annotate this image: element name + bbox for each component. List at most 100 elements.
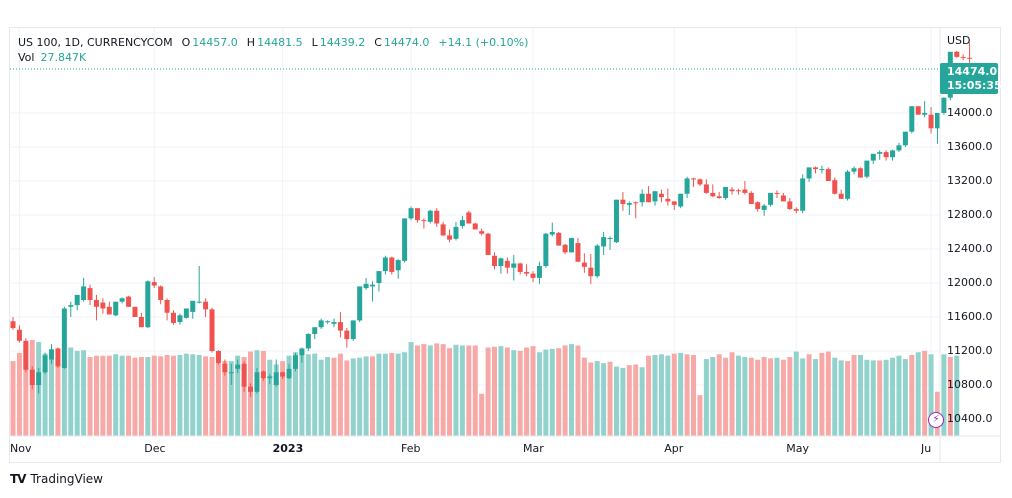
volume-bar xyxy=(883,359,889,436)
candle xyxy=(331,318,337,328)
candle xyxy=(594,243,600,278)
candle xyxy=(190,300,196,319)
candle-body xyxy=(761,205,767,210)
candle-body xyxy=(601,237,607,247)
volume-bar xyxy=(909,354,915,436)
volume-bar xyxy=(106,355,112,436)
candle-body xyxy=(408,208,414,219)
candle-body xyxy=(845,171,851,199)
candle-body xyxy=(318,320,324,328)
candle xyxy=(896,142,902,153)
candle xyxy=(517,262,523,275)
volume-bar xyxy=(954,355,960,436)
candle xyxy=(299,347,305,363)
volume-bar xyxy=(164,354,170,436)
candle-body xyxy=(273,372,279,385)
volume-bar xyxy=(665,355,671,436)
candle-body xyxy=(292,355,298,369)
candle xyxy=(678,193,684,209)
candle xyxy=(171,310,176,325)
volume-bar xyxy=(838,360,844,436)
candle-body xyxy=(376,271,382,283)
volume-bar xyxy=(74,350,80,436)
candle-body xyxy=(492,255,497,266)
candle xyxy=(23,338,29,373)
open-label: O xyxy=(181,36,191,49)
candle xyxy=(941,97,947,115)
candle xyxy=(106,301,112,315)
volume-bar xyxy=(678,352,684,436)
candle xyxy=(665,188,671,206)
volume-bar xyxy=(947,357,953,436)
tradingview-branding[interactable]: TV TradingView xyxy=(10,472,103,486)
candle-body xyxy=(511,263,517,268)
volume-bar xyxy=(825,351,831,436)
candle-body xyxy=(536,266,542,278)
volume-bar xyxy=(498,346,504,436)
candle xyxy=(29,366,35,390)
candle-body xyxy=(941,97,947,113)
candle-body xyxy=(793,209,799,211)
candle xyxy=(260,370,266,381)
candle-body xyxy=(151,282,157,286)
volume-bar xyxy=(267,359,273,436)
candle xyxy=(671,201,677,210)
volume-bar xyxy=(113,354,119,436)
candle xyxy=(254,368,260,394)
candle xyxy=(485,232,491,255)
candle xyxy=(857,167,863,178)
candle-body xyxy=(16,329,22,341)
volume-bar xyxy=(742,357,748,436)
candle-body xyxy=(267,376,273,379)
volume-bar xyxy=(190,354,196,436)
candle xyxy=(684,176,690,198)
price-tick-label: 10400.0 xyxy=(947,412,993,425)
candle xyxy=(222,359,228,376)
candle xyxy=(421,218,427,229)
candle xyxy=(337,311,343,338)
candle-body xyxy=(960,56,966,58)
candle xyxy=(626,201,632,215)
candle-body xyxy=(575,243,581,262)
candle xyxy=(934,113,940,144)
volume-bar xyxy=(453,344,459,436)
candle-body xyxy=(190,300,196,312)
candle-body xyxy=(691,178,697,180)
candle-body xyxy=(203,301,209,310)
volume-bar xyxy=(395,353,401,436)
volume-bar xyxy=(16,352,22,436)
candle xyxy=(145,280,151,329)
candle-body xyxy=(652,191,658,202)
volume-bar xyxy=(748,357,754,436)
candle xyxy=(158,285,164,305)
candle-body xyxy=(427,210,433,222)
candle xyxy=(164,298,170,321)
open-value: 14457.0 xyxy=(192,36,238,49)
volume-bar xyxy=(312,353,318,436)
candle xyxy=(389,256,395,275)
candle xyxy=(845,169,851,201)
candle xyxy=(883,150,889,161)
candle-body xyxy=(562,244,568,253)
candle-body xyxy=(164,300,170,313)
candle xyxy=(742,181,748,195)
candle-body xyxy=(74,294,80,306)
volume-bar xyxy=(151,355,157,436)
volume-bar xyxy=(626,365,632,436)
volume-bar xyxy=(331,357,337,436)
volume-bar xyxy=(556,348,562,436)
candle xyxy=(851,166,857,175)
candle-body xyxy=(472,223,478,230)
candle-body xyxy=(671,201,677,205)
candle xyxy=(870,153,876,164)
lightning-icon[interactable]: ⚡ xyxy=(928,412,944,428)
candle xyxy=(126,295,132,307)
candle-body xyxy=(337,322,343,331)
volume-bar xyxy=(344,360,350,436)
candle-body xyxy=(382,257,388,272)
candle xyxy=(723,186,729,200)
volume-bar xyxy=(49,357,55,436)
candle-body xyxy=(896,145,902,151)
price-tick-label: 10800.0 xyxy=(947,378,993,391)
